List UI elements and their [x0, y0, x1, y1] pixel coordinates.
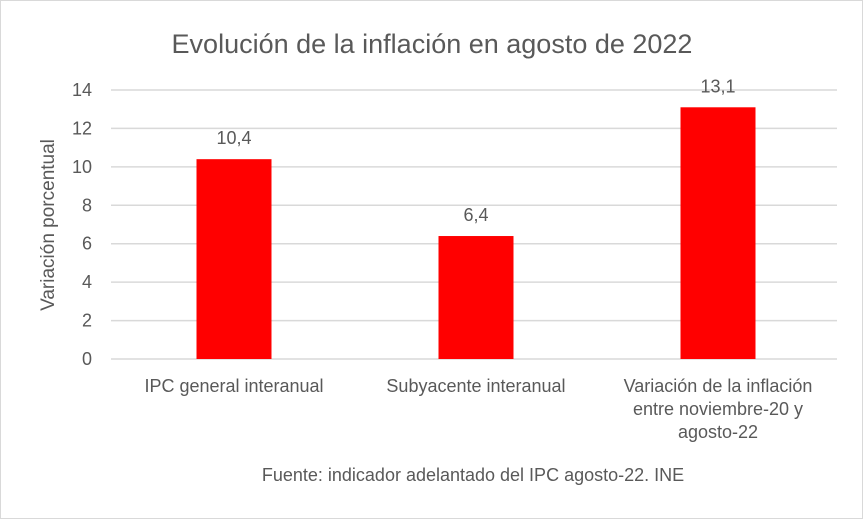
bar — [680, 107, 756, 360]
data-label: 6,4 — [463, 205, 488, 225]
y-tick-label: 6 — [82, 234, 92, 254]
y-tick-label: 4 — [82, 272, 92, 292]
data-label: 13,1 — [700, 76, 735, 96]
y-tick-label: 10 — [72, 157, 92, 177]
x-tick-label: IPC general interanual — [144, 376, 323, 396]
data-label: 10,4 — [216, 128, 251, 148]
x-tick-label: Subyacente interanual — [386, 376, 565, 396]
y-tick-label: 14 — [72, 80, 92, 100]
chart-title: Evolución de la inflación en agosto de 2… — [172, 29, 693, 59]
y-tick-label: 2 — [82, 311, 92, 331]
bar — [196, 159, 272, 359]
x-tick-label: Variación de la inflación — [624, 376, 813, 396]
y-tick-label: 12 — [72, 118, 92, 138]
x-tick-label: entre noviembre-20 y — [633, 399, 803, 419]
y-axis-label: Variación porcentual — [38, 139, 59, 311]
y-tick-label: 0 — [82, 349, 92, 369]
x-tick-label: agosto-22 — [678, 422, 758, 442]
source-note: Fuente: indicador adelantado del IPC ago… — [262, 465, 684, 485]
bar — [438, 236, 514, 359]
y-tick-label: 8 — [82, 195, 92, 215]
